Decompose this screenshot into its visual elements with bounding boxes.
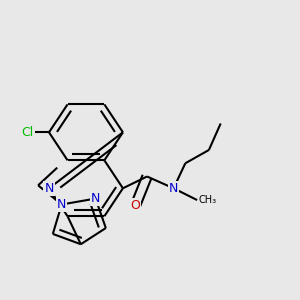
Text: N: N — [91, 192, 100, 205]
Text: Cl: Cl — [21, 126, 33, 139]
Text: N: N — [44, 182, 54, 195]
Text: O: O — [130, 200, 140, 212]
Text: N: N — [57, 198, 66, 211]
Text: N: N — [169, 182, 178, 195]
Text: CH₃: CH₃ — [199, 195, 217, 205]
